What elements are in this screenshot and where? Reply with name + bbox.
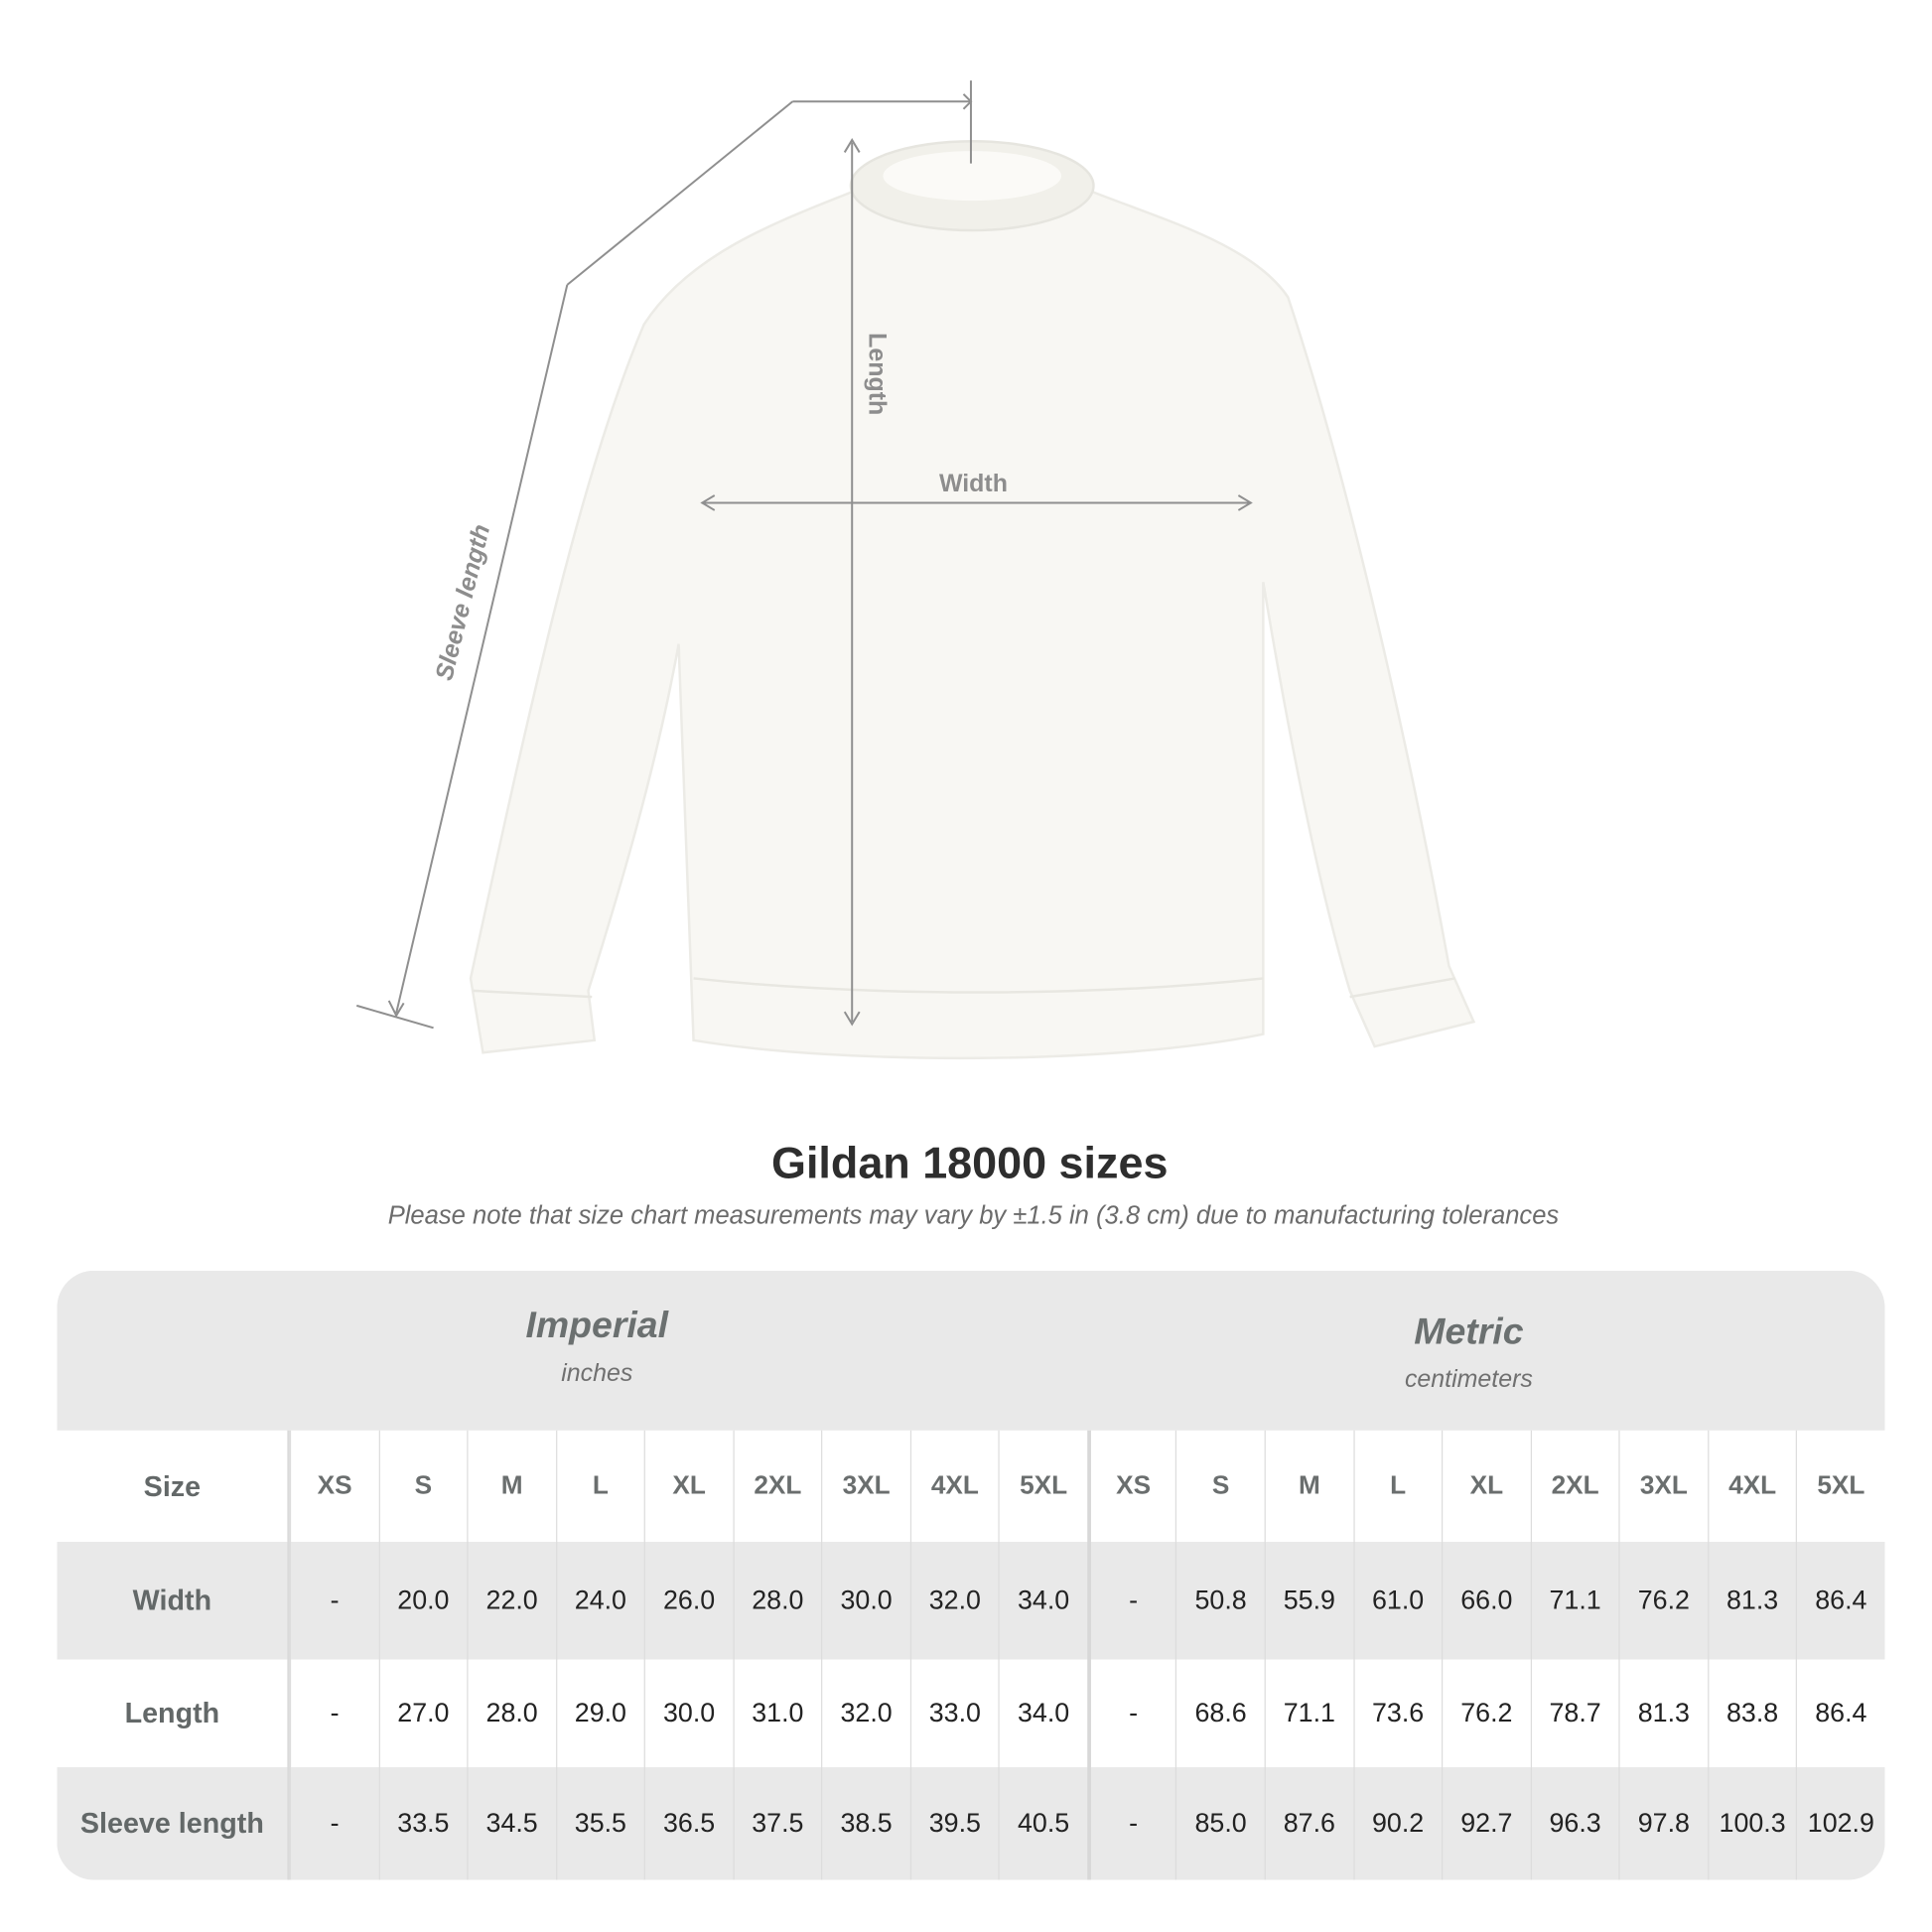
size-table: Imperial inches Metric centimeters Size X… bbox=[57, 1270, 1885, 1880]
metric-unit: centimeters bbox=[1404, 1365, 1533, 1394]
size-header-imperial-xs: XS bbox=[289, 1430, 378, 1543]
table-cell: 90.2 bbox=[1352, 1767, 1442, 1880]
size-header-imperial-xl: XL bbox=[643, 1430, 733, 1543]
table-cell: 33.5 bbox=[378, 1767, 467, 1880]
imperial-title: Imperial bbox=[525, 1305, 669, 1346]
metric-header: Metric centimeters bbox=[1283, 1311, 1654, 1395]
table-cell: 61.0 bbox=[1352, 1542, 1442, 1660]
table-cell: 31.0 bbox=[733, 1659, 821, 1768]
table-cell: 97.8 bbox=[1618, 1767, 1708, 1880]
tolerance-note: Please note that size chart measurements… bbox=[387, 1200, 1560, 1230]
table-cell: - bbox=[289, 1659, 378, 1768]
table-cell: 83.8 bbox=[1707, 1659, 1796, 1768]
row-label: Width bbox=[57, 1542, 290, 1660]
table-cell: 30.0 bbox=[643, 1659, 733, 1768]
size-header-metric-s: S bbox=[1175, 1430, 1264, 1543]
size-header-imperial-m: M bbox=[467, 1430, 555, 1543]
size-header-metric-l: L bbox=[1352, 1430, 1442, 1543]
table-cell: 32.0 bbox=[909, 1542, 999, 1660]
size-header-metric-5xl: 5XL bbox=[1796, 1430, 1884, 1543]
table-cell: 55.9 bbox=[1264, 1542, 1353, 1660]
table-cell: 71.1 bbox=[1530, 1542, 1618, 1660]
table-cell: 35.5 bbox=[555, 1767, 644, 1880]
table-cell: 92.7 bbox=[1442, 1767, 1530, 1880]
table-cell: - bbox=[1087, 1659, 1175, 1768]
table-cell: 86.4 bbox=[1796, 1542, 1884, 1660]
table-cell: 39.5 bbox=[909, 1767, 999, 1880]
table-cell: 22.0 bbox=[467, 1542, 555, 1660]
table-cell: 50.8 bbox=[1175, 1542, 1264, 1660]
table-cell: 81.3 bbox=[1618, 1659, 1708, 1768]
table-row-width: Width -20.0 22.0 24.0 26.0 28.0 30.0 32.0 34.0-5… bbox=[57, 1542, 1885, 1660]
table-row-length: Length -27.0 28.0 29.0 30.0 31.0 32.0 33.0 34.0-… bbox=[57, 1659, 1884, 1768]
table-cell: 34.5 bbox=[467, 1767, 555, 1880]
table-cell: 86.4 bbox=[1796, 1659, 1884, 1768]
table-cell: 34.0 bbox=[998, 1659, 1087, 1768]
size-header-imperial-2xl: 2XL bbox=[733, 1430, 821, 1543]
size-header-row: Size XS S M L XL 2XL 3XL 4XL 5XL XS S M L XL 2XL 3XL 4XL 5… bbox=[57, 1430, 1884, 1543]
measurement-lines bbox=[355, 80, 1253, 1030]
table-cell: 40.5 bbox=[998, 1767, 1087, 1880]
table-cell: 36.5 bbox=[643, 1767, 733, 1880]
chart-title: Gildan 18000 sizes bbox=[771, 1137, 1169, 1188]
table-cell: 29.0 bbox=[555, 1659, 644, 1768]
sleeve-length-label: Sleeve length bbox=[430, 521, 495, 683]
table-cell: 66.0 bbox=[1442, 1542, 1530, 1660]
table-cell: 28.0 bbox=[467, 1659, 555, 1768]
size-header-metric-2xl: 2XL bbox=[1530, 1430, 1618, 1543]
table-cell: 24.0 bbox=[555, 1542, 644, 1660]
sweatshirt-diagram: Sleeve length Length Width bbox=[355, 80, 1476, 1060]
size-header-metric-m: M bbox=[1264, 1430, 1353, 1543]
table-cell: 81.3 bbox=[1707, 1542, 1796, 1660]
group-header bbox=[57, 1270, 1885, 1431]
size-header-imperial-s: S bbox=[378, 1430, 467, 1543]
table-cell: 87.6 bbox=[1264, 1767, 1353, 1880]
sweatshirt-illustration bbox=[469, 139, 1476, 1060]
table-cell: 78.7 bbox=[1530, 1659, 1618, 1768]
table-cell: - bbox=[289, 1542, 378, 1660]
table-cell: - bbox=[289, 1767, 378, 1880]
table-cell: 32.0 bbox=[821, 1659, 909, 1768]
width-label: Width bbox=[939, 470, 1008, 497]
size-header-imperial-3xl: 3XL bbox=[821, 1430, 909, 1543]
imperial-unit: inches bbox=[561, 1359, 633, 1388]
table-row-sleeve-length: Sleeve length -33.5 34.5 35.5 36.5 37.5 38.5 39… bbox=[57, 1767, 1885, 1880]
table-cell: 85.0 bbox=[1175, 1767, 1264, 1880]
table-cell: 26.0 bbox=[643, 1542, 733, 1660]
table-cell: 20.0 bbox=[378, 1542, 467, 1660]
table-cell: 96.3 bbox=[1530, 1767, 1618, 1880]
size-header-metric-3xl: 3XL bbox=[1618, 1430, 1708, 1543]
table-cell: 38.5 bbox=[821, 1767, 909, 1880]
imperial-header: Imperial inches bbox=[411, 1306, 782, 1389]
table-cell: 71.1 bbox=[1264, 1659, 1353, 1768]
table-cell: - bbox=[1087, 1542, 1175, 1660]
row-label: Length bbox=[57, 1659, 290, 1768]
table-cell: 28.0 bbox=[733, 1542, 821, 1660]
size-header-imperial-4xl: 4XL bbox=[909, 1430, 999, 1543]
size-header-imperial-5xl: 5XL bbox=[998, 1430, 1087, 1543]
row-label: Sleeve length bbox=[57, 1767, 290, 1880]
table-cell: - bbox=[1087, 1767, 1175, 1880]
table-cell: 76.2 bbox=[1442, 1659, 1530, 1768]
metric-title: Metric bbox=[1414, 1311, 1524, 1353]
size-header-metric-xl: XL bbox=[1442, 1430, 1530, 1543]
size-label: Size bbox=[57, 1430, 290, 1543]
size-header-metric-4xl: 4XL bbox=[1707, 1430, 1796, 1543]
table-cell: 68.6 bbox=[1175, 1659, 1264, 1768]
table-cell: 33.0 bbox=[909, 1659, 999, 1768]
table-cell: 37.5 bbox=[733, 1767, 821, 1880]
table-cell: 34.0 bbox=[998, 1542, 1087, 1660]
table-cell: 30.0 bbox=[821, 1542, 909, 1660]
table-cell: 100.3 bbox=[1707, 1767, 1796, 1880]
table-cell: 102.9 bbox=[1796, 1767, 1884, 1880]
size-header-imperial-l: L bbox=[555, 1430, 644, 1543]
length-label: Length bbox=[864, 333, 892, 415]
table-cell: 76.2 bbox=[1618, 1542, 1708, 1660]
table-cell: 27.0 bbox=[378, 1659, 467, 1768]
table-cell: 73.6 bbox=[1352, 1659, 1442, 1768]
size-header-metric-xs: XS bbox=[1087, 1430, 1175, 1543]
